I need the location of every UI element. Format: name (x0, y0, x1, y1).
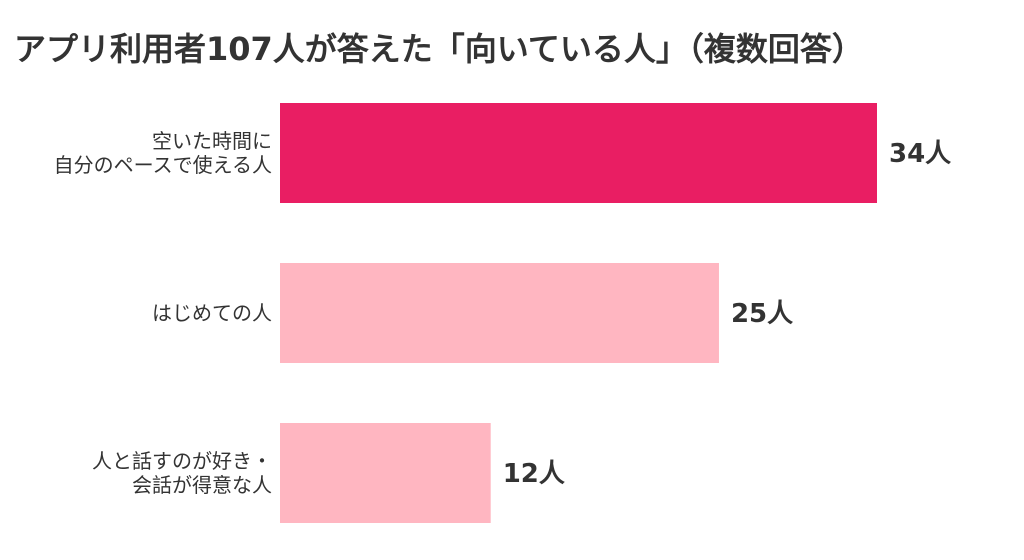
category-label-line: 人と話すのが好き・ (92, 449, 272, 473)
category-label-line: はじめての人 (152, 301, 272, 325)
value-label-2: 25人 (731, 299, 793, 329)
category-label-3: 人と話すのが好き・会話が得意な人 (92, 449, 272, 497)
value-label-1: 34人 (889, 139, 951, 169)
category-label-1: 空いた時間に自分のペースで使える人 (54, 129, 272, 177)
bar-1 (280, 103, 877, 203)
bar-3 (280, 423, 491, 523)
bar-2 (280, 263, 719, 363)
category-label-2: はじめての人 (152, 301, 272, 325)
category-label-line: 空いた時間に (152, 129, 272, 153)
value-label-3: 12人 (503, 459, 565, 489)
category-label-line: 自分のペースで使える人 (54, 153, 272, 177)
category-label-line: 会話が得意な人 (132, 473, 272, 497)
chart-title: アプリ利用者107人が答えた「向いている人」（複数回答） (14, 30, 864, 68)
